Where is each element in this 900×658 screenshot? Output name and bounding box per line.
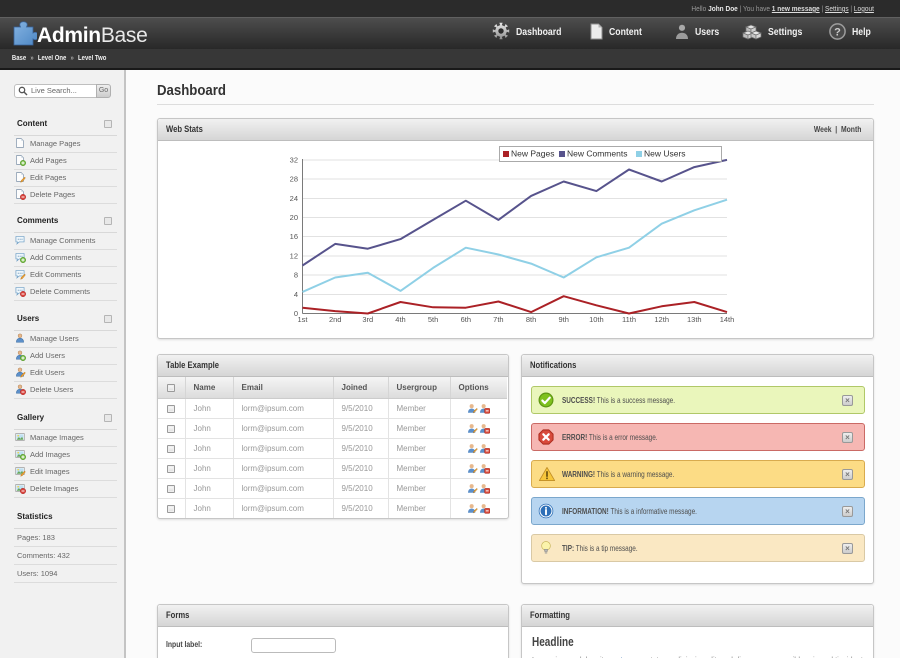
svg-text:32: 32 — [290, 155, 298, 164]
svg-text:4: 4 — [294, 290, 298, 299]
svg-text:20: 20 — [290, 213, 298, 222]
svg-text:14th: 14th — [720, 315, 735, 324]
svg-text:New Users: New Users — [644, 149, 686, 159]
svg-text:1st: 1st — [297, 315, 308, 324]
svg-text:10th: 10th — [589, 315, 604, 324]
svg-text:9th: 9th — [558, 315, 568, 324]
svg-text:16: 16 — [290, 232, 298, 241]
svg-text:3rd: 3rd — [362, 315, 373, 324]
svg-text:28: 28 — [290, 175, 298, 184]
svg-text:24: 24 — [290, 194, 298, 203]
svg-text:4th: 4th — [395, 315, 405, 324]
svg-text:8th: 8th — [526, 315, 536, 324]
svg-text:7th: 7th — [493, 315, 503, 324]
svg-text:13th: 13th — [687, 315, 702, 324]
svg-text:2nd: 2nd — [329, 315, 342, 324]
svg-text:12th: 12th — [654, 315, 669, 324]
svg-text:0: 0 — [294, 309, 298, 318]
svg-text:5th: 5th — [428, 315, 438, 324]
svg-text:New Comments: New Comments — [567, 149, 627, 159]
svg-text:12: 12 — [290, 251, 298, 260]
svg-text:8: 8 — [294, 271, 298, 280]
svg-text:New Pages: New Pages — [511, 149, 554, 159]
svg-text:?: ? — [834, 27, 841, 39]
svg-text:6th: 6th — [461, 315, 471, 324]
svg-text:11th: 11th — [622, 315, 636, 324]
